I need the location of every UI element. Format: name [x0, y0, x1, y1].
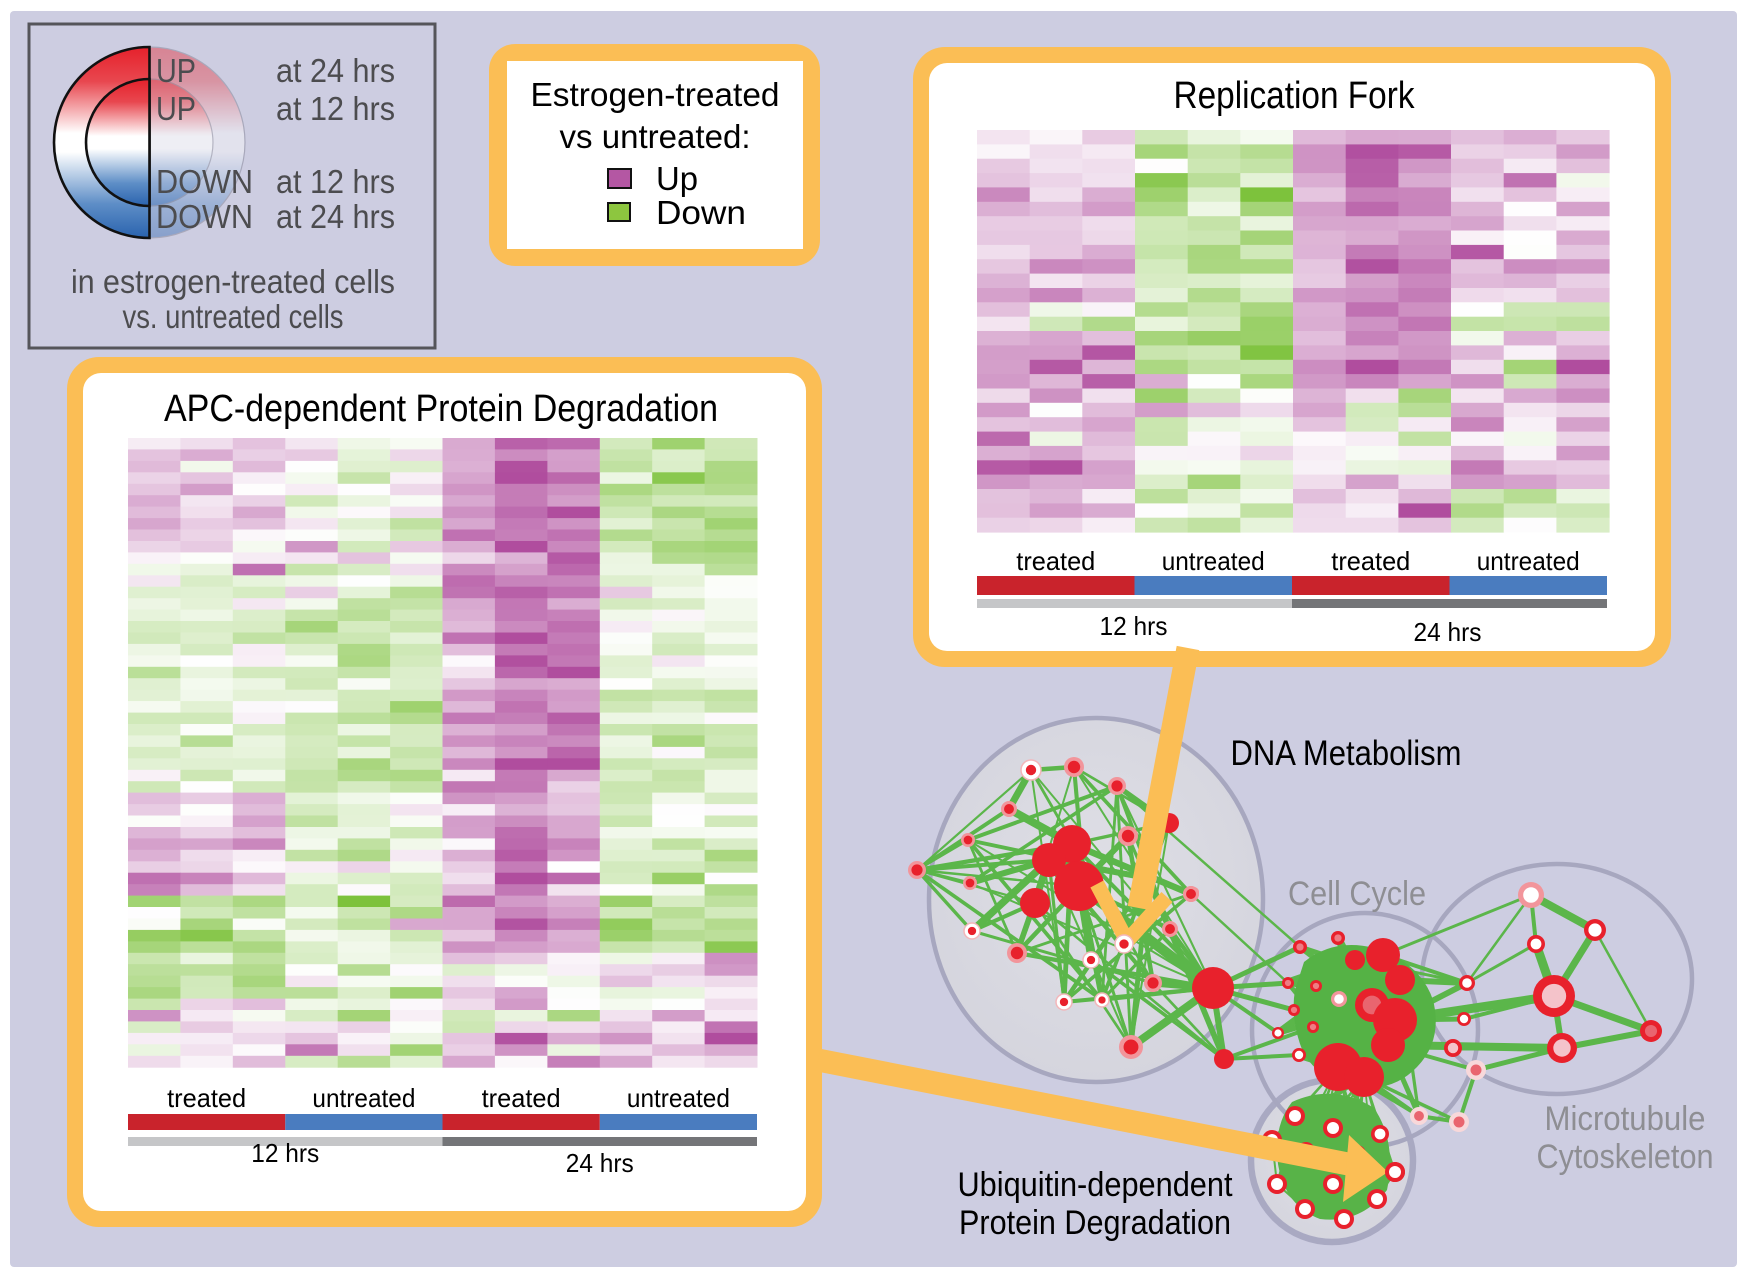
- svg-text:DOWN: DOWN: [156, 163, 253, 200]
- svg-text:DNA Metabolism: DNA Metabolism: [1231, 734, 1462, 773]
- svg-text:24 hrs: 24 hrs: [1414, 617, 1482, 647]
- svg-text:treated: treated: [1016, 546, 1095, 576]
- svg-text:at 24 hrs: at 24 hrs: [276, 52, 395, 89]
- svg-text:12 hrs: 12 hrs: [251, 1138, 319, 1168]
- svg-text:treated: treated: [1331, 546, 1410, 576]
- svg-text:vs untreated:: vs untreated:: [560, 118, 751, 155]
- svg-text:UP: UP: [156, 52, 196, 89]
- svg-text:Protein Degradation: Protein Degradation: [959, 1204, 1231, 1242]
- svg-text:Cell Cycle: Cell Cycle: [1288, 875, 1426, 913]
- svg-text:Cytoskeleton: Cytoskeleton: [1537, 1138, 1714, 1176]
- svg-text:Up: Up: [656, 160, 698, 197]
- svg-text:untreated: untreated: [1477, 546, 1580, 576]
- svg-text:untreated: untreated: [627, 1083, 730, 1113]
- svg-text:Microtubule: Microtubule: [1545, 1100, 1706, 1138]
- svg-text:Down: Down: [656, 194, 746, 231]
- svg-text:APC-dependent Protein Degradat: APC-dependent Protein Degradation: [164, 388, 718, 430]
- svg-text:12 hrs: 12 hrs: [1100, 611, 1168, 641]
- svg-text:vs. untreated cells: vs. untreated cells: [123, 298, 344, 335]
- svg-text:Estrogen-treated: Estrogen-treated: [531, 76, 780, 113]
- svg-text:at 12 hrs: at 12 hrs: [276, 90, 395, 127]
- svg-text:at 24 hrs: at 24 hrs: [276, 198, 395, 235]
- svg-text:24 hrs: 24 hrs: [566, 1148, 634, 1178]
- svg-text:treated: treated: [167, 1083, 246, 1113]
- svg-text:untreated: untreated: [312, 1083, 415, 1113]
- svg-text:Replication Fork: Replication Fork: [1174, 75, 1416, 117]
- svg-text:DOWN: DOWN: [156, 198, 253, 235]
- svg-text:treated: treated: [482, 1083, 561, 1113]
- svg-text:at 12 hrs: at 12 hrs: [276, 163, 395, 200]
- svg-text:untreated: untreated: [1162, 546, 1265, 576]
- svg-text:in estrogen-treated cells: in estrogen-treated cells: [71, 263, 395, 300]
- svg-text:UP: UP: [156, 90, 196, 127]
- svg-text:Ubiquitin-dependent: Ubiquitin-dependent: [958, 1166, 1233, 1204]
